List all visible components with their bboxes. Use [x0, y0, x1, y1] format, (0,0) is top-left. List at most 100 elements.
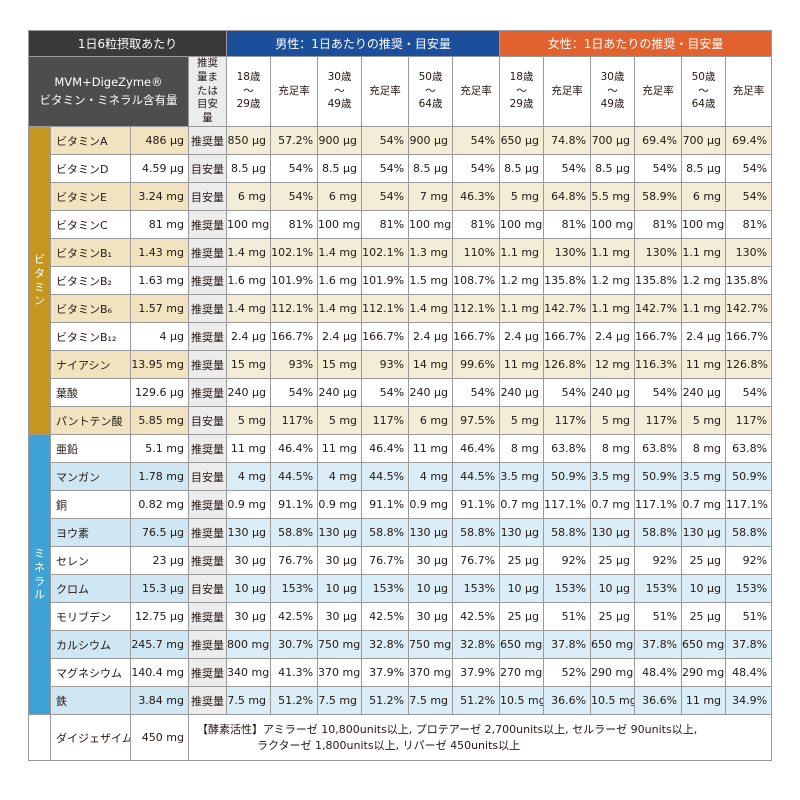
nutrient-amount: 3.24 mg [130, 182, 189, 211]
female-standard: 10.5 mg [590, 686, 636, 715]
male-rate: 153% [452, 574, 501, 603]
female-rate: 116.3% [634, 350, 683, 379]
female-rate: 142.7% [634, 294, 683, 323]
nutrient-name: 葉酸 [50, 378, 131, 407]
male-rate: 58.8% [361, 518, 410, 547]
female-standard: 290 mg [681, 658, 727, 687]
female-standard: 12 mg [590, 350, 636, 379]
female-rate: 64.8% [543, 182, 592, 211]
female-standard: 700 μg [681, 126, 727, 155]
male-rate: 41.3% [270, 658, 319, 687]
male-rate: 54% [361, 154, 410, 183]
female-rate: 166.7% [634, 322, 683, 351]
male-standard: 7.5 mg [317, 686, 363, 715]
nutrient-basis: 推奨量 [187, 126, 228, 155]
male-rate: 54% [361, 126, 410, 155]
male-standard: 4 mg [226, 462, 272, 491]
rate-header: 充足率 [725, 56, 773, 127]
female-rate: 50.9% [634, 462, 683, 491]
female-standard: 25 μg [681, 602, 727, 631]
nutrient-name: マンガン [50, 462, 131, 491]
female-rate: 166.7% [725, 322, 773, 351]
female-rate: 54% [543, 154, 592, 183]
male-standard: 370 mg [408, 658, 454, 687]
male-rate: 93% [270, 350, 319, 379]
nutrient-name: ビタミンB₁₂ [50, 322, 131, 351]
male-standard: 11 mg [226, 434, 272, 463]
nutrient-basis: 推奨量 [187, 294, 228, 323]
female-standard: 650 mg [499, 630, 545, 659]
table-row: モリブデン 12.75 μg 推奨量 30 μg 42.5% 30 μg 42.5% 30 μ… [29, 602, 773, 631]
nutrient-name: ビタミンE [50, 182, 131, 211]
female-rate: 81% [634, 210, 683, 239]
header-row-2: MVM+DigeZyme® ビタミン・ミネラル含有量 推奨量または目安量 18歳… [28, 56, 773, 127]
nutrient-basis: 推奨量 [187, 378, 228, 407]
female-standard: 5 mg [499, 406, 545, 435]
female-standard: 25 μg [590, 602, 636, 631]
male-standard: 130 μg [317, 518, 363, 547]
nutrient-basis: 推奨量 [187, 658, 228, 687]
male-standard: 4 mg [408, 462, 454, 491]
male-rate: 93% [361, 350, 410, 379]
female-standard: 240 μg [590, 378, 636, 407]
age-label: 30歳 ～ 49歳 [327, 71, 352, 111]
male-standard: 240 μg [317, 378, 363, 407]
female-rate: 58.9% [634, 182, 683, 211]
male-standard: 370 mg [317, 658, 363, 687]
nutrient-amount: 1.57 mg [130, 294, 189, 323]
nutrient-basis: 推奨量 [187, 630, 228, 659]
table-row: カルシウム 245.7 mg 推奨量 800 mg 30.7% 750 mg 32.8% 75… [29, 630, 773, 659]
male-rate: 46.4% [361, 434, 410, 463]
nutrient-name: モリブデン [50, 602, 131, 631]
female-rate: 37.8% [543, 630, 592, 659]
female-standard: 100 mg [499, 210, 545, 239]
female-rate: 69.4% [634, 126, 683, 155]
enzyme-line-2: ラクターゼ 1,800units以上, リパーゼ 450units以上 [257, 738, 521, 752]
female-standard: 1.1 mg [681, 238, 727, 267]
vitamins-group-label: ビタミン [28, 126, 51, 435]
nutrient-amount: 13.95 mg [130, 350, 189, 379]
male-rate: 76.7% [270, 546, 319, 575]
male-standard: 1.3 mg [408, 238, 454, 267]
nutrient-basis: 推奨量 [187, 602, 228, 631]
table-row: ミネラル 亜鉛 5.1 mg 推奨量 11 mg 46.4% 11 mg 46.4% 11 mg… [28, 434, 773, 715]
female-rate: 58.8% [634, 518, 683, 547]
nutrient-amount: 3.84 mg [130, 686, 189, 715]
male-rate: 32.8% [452, 630, 501, 659]
male-age-header: 50歳 ～ 64歳 [408, 56, 454, 127]
nutrient-amount: 23 μg [130, 546, 189, 575]
nutrient-amount: 1.63 mg [130, 266, 189, 295]
product-header: MVM+DigeZyme® ビタミン・ミネラル含有量 [28, 56, 189, 127]
male-rate: 32.8% [361, 630, 410, 659]
nutrient-amount: 245.7 mg [130, 630, 189, 659]
female-rate: 54% [634, 378, 683, 407]
male-standard: 850 μg [226, 126, 272, 155]
nutrient-basis: 目安量 [187, 154, 228, 183]
male-standard: 0.9 mg [408, 490, 454, 519]
male-standard: 750 mg [317, 630, 363, 659]
female-rate: 81% [543, 210, 592, 239]
male-rate: 112.1% [361, 294, 410, 323]
female-rate: 135.8% [543, 266, 592, 295]
female-rate: 63.8% [634, 434, 683, 463]
female-rate: 153% [634, 574, 683, 603]
table-row: 銅 0.82 mg 推奨量 0.9 mg 91.1% 0.9 mg 91.1% 0.9 mg 9… [29, 490, 773, 519]
nutrient-amount: 129.6 μg [130, 378, 189, 407]
nutrient-name: セレン [50, 546, 131, 575]
nutrient-name: 亜鉛 [50, 434, 131, 463]
group-label-text: ビタミン [34, 253, 45, 308]
female-rate: 58.8% [543, 518, 592, 547]
female-standard: 8 mg [499, 434, 545, 463]
nutrient-basis: 目安量 [187, 574, 228, 603]
nutrient-amount: 140.4 mg [130, 658, 189, 687]
female-standard: 130 μg [590, 518, 636, 547]
female-standard: 1.2 mg [590, 266, 636, 295]
male-rate: 54% [270, 378, 319, 407]
male-standard: 8.5 μg [317, 154, 363, 183]
male-rate: 44.5% [361, 462, 410, 491]
nutrient-name: ヨウ素 [50, 518, 131, 547]
table-row: ビタミンB₁ 1.43 mg 推奨量 1.4 mg 102.1% 1.4 mg 102.1%… [29, 238, 773, 267]
male-standard: 1.5 mg [408, 266, 454, 295]
male-rate: 91.1% [270, 490, 319, 519]
female-rate: 117% [543, 406, 592, 435]
